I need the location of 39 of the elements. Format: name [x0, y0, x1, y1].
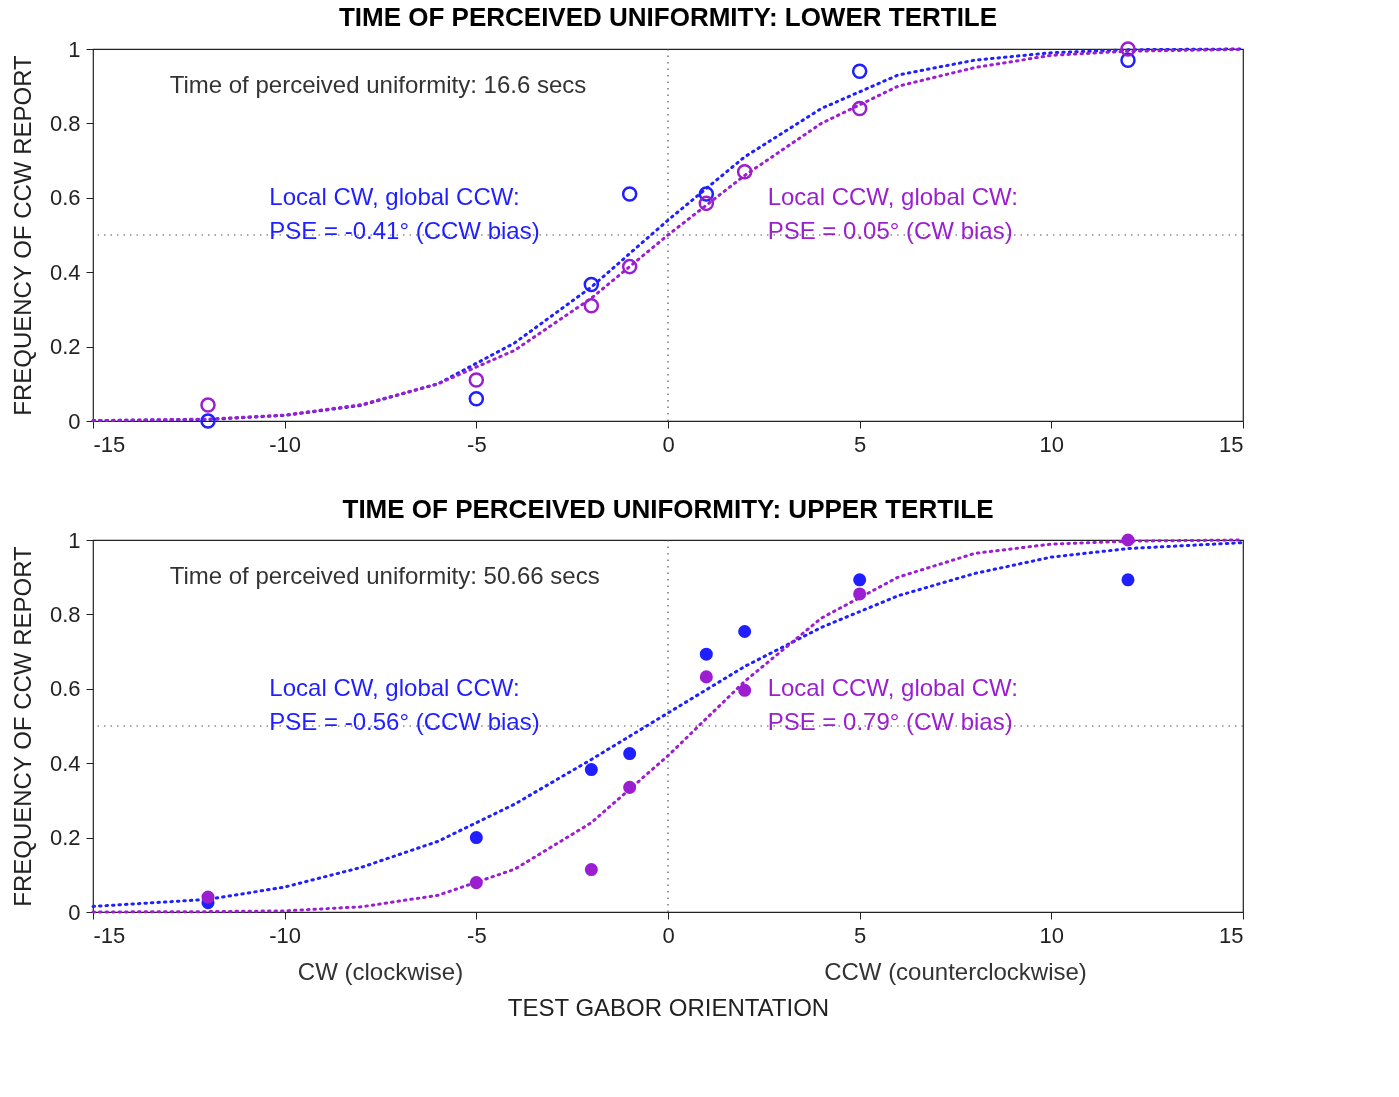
x-tick-label: -15: [93, 922, 126, 948]
y-tick-label: 0: [68, 899, 81, 925]
y-axis-title: FREQUENCY OF CCW REPORT: [8, 545, 36, 907]
y-axis-title: FREQUENCY OF CCW REPORT: [8, 54, 36, 416]
y-tick-label: 0.2: [49, 334, 81, 360]
annotation: Local CCW, global CW: PSE = 0.05° (CW bias): [767, 182, 1018, 244]
y-tick-label: 0.6: [49, 676, 81, 702]
annotation: Local CCW, global CW: PSE = 0.79° (CW bias): [767, 673, 1018, 735]
x-tick-label: -10: [269, 922, 302, 948]
annotation: Time of perceived uniformity: 16.6 secs: [169, 71, 587, 99]
y-tick-label: 0.4: [49, 750, 81, 776]
y-tick-label: 1: [68, 36, 81, 62]
chart-title: TIME OF PERCEIVED UNIFORMITY: LOWER TERTILE: [338, 2, 998, 33]
x-tick-label: -15: [93, 431, 126, 457]
chart-title: TIME OF PERCEIVED UNIFORMITY: UPPER TERTILE: [342, 494, 994, 524]
y-tick-label: 0.8: [49, 110, 81, 136]
annotation: Local CW, global CCW: PSE = -0.41° (CCW bias): [269, 182, 540, 244]
y-tick-label: 0.8: [49, 601, 81, 627]
x-tick-label: -5: [467, 922, 487, 948]
x-axis-title: TEST GABOR ORIENTATION: [507, 993, 830, 1021]
x-tick-label: 0: [662, 431, 675, 457]
x-tick-label: 15: [1219, 431, 1244, 457]
y-tick-label: 0.2: [49, 825, 81, 851]
x-tick-label: -10: [269, 431, 302, 457]
y-tick-label: 1: [68, 527, 81, 553]
y-tick-label: 0: [68, 408, 81, 434]
text: CCW (counterclockwise): [824, 958, 1087, 986]
x-tick-label: 10: [1039, 431, 1065, 457]
annotation: Local CW, global CCW: PSE = -0.56° (CCW bias): [269, 673, 540, 735]
x-tick-label: 5: [854, 431, 867, 457]
y-tick-label: 0.6: [49, 185, 81, 211]
annotation: Time of perceived uniformity: 50.66 secs: [169, 562, 600, 590]
x-tick-label: 10: [1039, 922, 1065, 948]
x-tick-label: 5: [854, 922, 867, 948]
x-tick-label: -5: [467, 431, 487, 457]
y-tick-label: 0.4: [49, 259, 81, 285]
x-tick-label: 0: [662, 922, 675, 948]
text: CW (clockwise): [297, 958, 464, 986]
x-tick-label: 15: [1219, 922, 1244, 948]
